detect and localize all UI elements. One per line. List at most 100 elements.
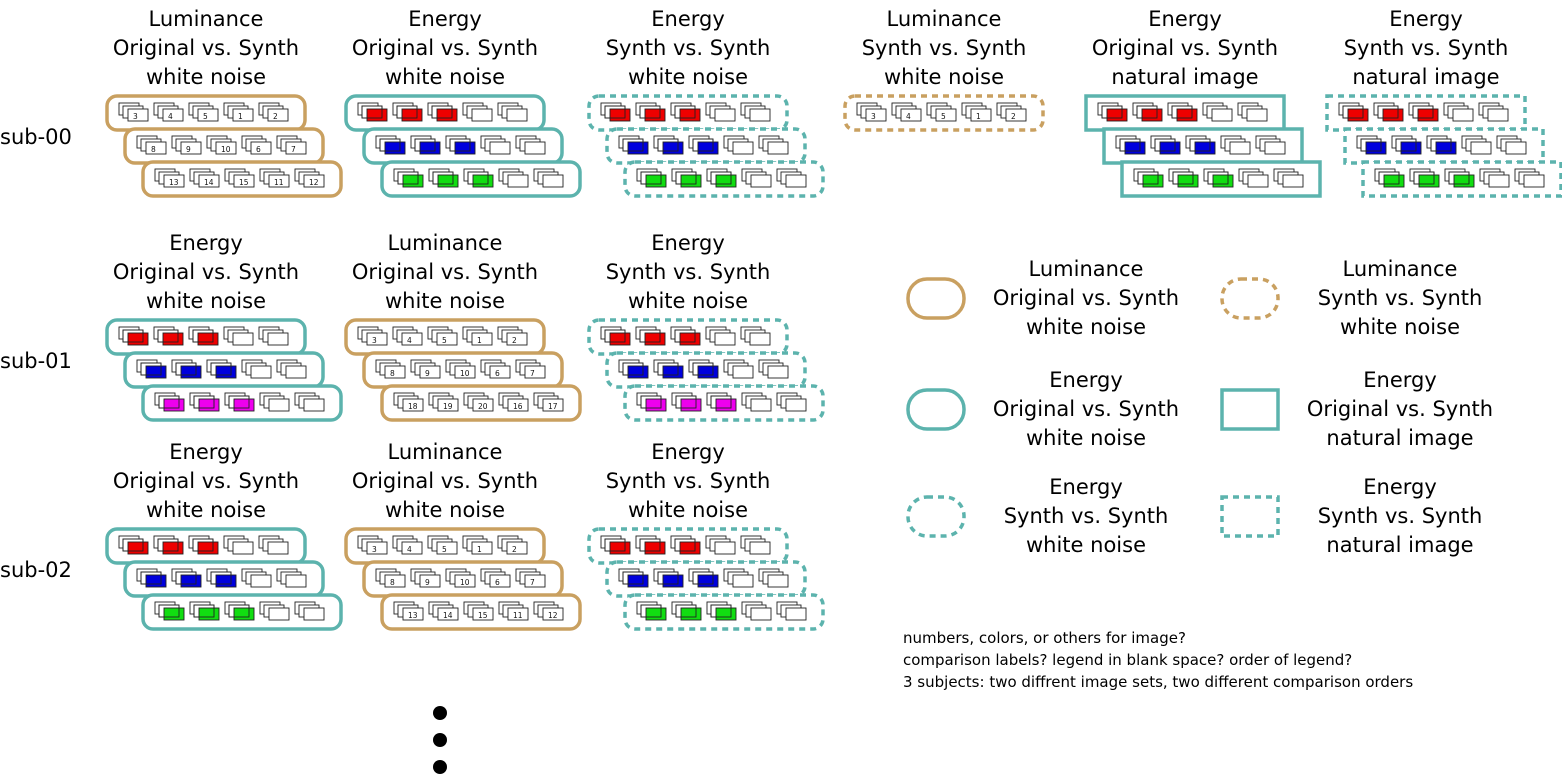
image-number: 4 bbox=[906, 112, 911, 121]
image-stack bbox=[1237, 102, 1268, 122]
subject-label: sub-00 bbox=[0, 125, 72, 149]
image-stack: 2 bbox=[258, 102, 289, 122]
image-stack: 5 bbox=[188, 102, 219, 122]
image-stack bbox=[241, 359, 272, 379]
legend-label-line: white noise bbox=[1026, 533, 1146, 557]
image-card bbox=[657, 362, 679, 376]
image-card bbox=[454, 574, 476, 588]
block-title-line: Energy bbox=[1148, 7, 1222, 31]
image-card bbox=[419, 365, 441, 379]
image-stack bbox=[1479, 168, 1510, 188]
image-stack bbox=[1514, 168, 1545, 188]
image-stack bbox=[480, 135, 511, 155]
image-card bbox=[627, 141, 649, 155]
image-stack bbox=[635, 326, 666, 346]
image-card bbox=[454, 141, 476, 155]
image-card bbox=[303, 398, 325, 412]
image-stack bbox=[1115, 135, 1146, 155]
image-card bbox=[1417, 108, 1439, 122]
block-title-line: white noise bbox=[628, 65, 748, 89]
image-card bbox=[232, 332, 254, 346]
image-card bbox=[175, 571, 197, 585]
design-notes: numbers, colors, or others for image? co… bbox=[903, 627, 1413, 693]
image-card bbox=[140, 571, 162, 585]
image-stack bbox=[600, 102, 631, 122]
image-stack: 4 bbox=[392, 326, 423, 346]
image-card bbox=[471, 541, 493, 555]
comparison-block: Energy Synth vs. Synth white noise bbox=[587, 440, 825, 631]
image-number: 12 bbox=[548, 611, 558, 620]
image-stack: 2 bbox=[497, 535, 528, 555]
image-stack: 6 bbox=[241, 135, 272, 155]
image-stack bbox=[670, 102, 701, 122]
image-number: 5 bbox=[203, 112, 208, 121]
image-card bbox=[361, 105, 383, 119]
image-stack bbox=[223, 535, 254, 555]
image-card bbox=[640, 171, 662, 185]
image-card bbox=[507, 398, 529, 412]
image-card bbox=[767, 574, 789, 588]
image-card bbox=[437, 398, 459, 412]
image-card bbox=[233, 398, 255, 412]
image-card bbox=[158, 604, 180, 618]
image-card bbox=[163, 607, 185, 621]
image-stack: 11 bbox=[498, 601, 529, 621]
image-stack bbox=[706, 392, 737, 412]
image-stack bbox=[223, 326, 254, 346]
image-card bbox=[622, 571, 644, 585]
legend-swatch bbox=[1220, 277, 1280, 320]
legend-label-line: natural image bbox=[1326, 533, 1473, 557]
image-stack: 5 bbox=[926, 102, 957, 122]
image-stack: 15 bbox=[463, 601, 494, 621]
comparison-block: Energy Original vs. Synth natural image bbox=[1084, 7, 1322, 198]
image-card bbox=[402, 174, 424, 188]
image-card bbox=[732, 574, 754, 588]
image-card bbox=[645, 174, 667, 188]
image-card bbox=[233, 174, 255, 188]
image-stack bbox=[463, 168, 494, 188]
image-number: 8 bbox=[390, 578, 395, 587]
image-number: 19 bbox=[443, 402, 453, 411]
image-stack bbox=[776, 392, 807, 412]
image-number: 3 bbox=[871, 112, 876, 121]
image-card bbox=[750, 398, 772, 412]
image-number: 6 bbox=[495, 369, 500, 378]
image-card bbox=[449, 138, 471, 152]
image-card bbox=[639, 105, 661, 119]
image-number: 4 bbox=[407, 545, 412, 554]
image-card bbox=[1395, 138, 1417, 152]
image-stack bbox=[259, 392, 290, 412]
image-card bbox=[680, 607, 702, 621]
legend-label-line: Synth vs. Synth bbox=[1318, 504, 1483, 528]
image-stack bbox=[1461, 135, 1492, 155]
image-card bbox=[715, 174, 737, 188]
image-stack bbox=[428, 168, 459, 188]
image-stack bbox=[600, 535, 631, 555]
image-stack bbox=[1097, 102, 1128, 122]
image-card bbox=[524, 141, 546, 155]
image-stack bbox=[153, 535, 184, 555]
image-number: 3 bbox=[372, 336, 377, 345]
image-card bbox=[396, 105, 418, 119]
image-stack: 6 bbox=[480, 359, 511, 379]
image-card bbox=[180, 365, 202, 379]
image-card bbox=[401, 332, 423, 346]
image-card bbox=[127, 108, 149, 122]
image-card bbox=[506, 541, 528, 555]
image-stack bbox=[1185, 135, 1216, 155]
image-card bbox=[507, 607, 529, 621]
image-card bbox=[639, 329, 661, 343]
image-card bbox=[679, 332, 701, 346]
legend-label-line: Energy bbox=[1363, 368, 1437, 392]
image-card bbox=[436, 108, 458, 122]
image-stack bbox=[706, 601, 737, 621]
image-stack bbox=[653, 568, 684, 588]
image-number: 2 bbox=[273, 112, 278, 121]
image-stack bbox=[118, 326, 149, 346]
block-title-line: white noise bbox=[146, 65, 266, 89]
image-card bbox=[228, 395, 250, 409]
image-card bbox=[679, 541, 701, 555]
image-card bbox=[1282, 174, 1304, 188]
image-card bbox=[197, 332, 219, 346]
image-card bbox=[145, 365, 167, 379]
